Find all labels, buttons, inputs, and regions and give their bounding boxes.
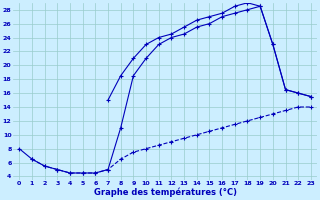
X-axis label: Graphe des températures (°C): Graphe des températures (°C) bbox=[93, 188, 236, 197]
